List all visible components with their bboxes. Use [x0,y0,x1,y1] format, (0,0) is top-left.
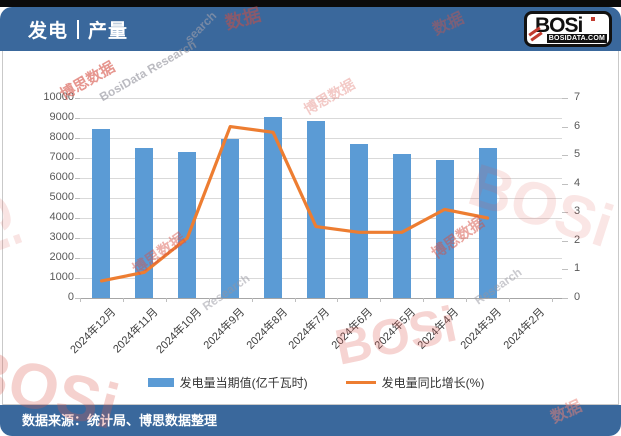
left-axis-label axis-label: 0 [67,291,74,303]
left-axis-tick [75,118,80,119]
left-axis-tick [75,98,80,99]
right-axis-tick [562,240,568,242]
left-axis-label axis-label: 10000 [43,91,74,103]
right-axis-label axis-label: 6 [574,119,581,132]
x-axis-label: 2024年2月 [501,306,548,352]
logo-red-dot-icon [591,17,595,21]
x-axis-tick [122,298,124,302]
grid-line [80,98,562,99]
left-axis-label axis-label: 8000 [49,131,74,143]
bosi-logo: BOSi BOSIDATA.COM [524,11,612,47]
bar [435,159,454,298]
left-axis-label axis-label: 9000 [49,111,74,123]
right-axis-tick [562,269,568,271]
grid-line [80,118,562,119]
x-axis-tick [552,298,553,302]
left-axis-tick [75,238,80,239]
x-axis-label: 2024年3月 [458,306,505,352]
right-axis-label axis-label: 1 [574,262,581,275]
legend-item: 发电量同比增长(%) [345,374,485,391]
title-divider [77,19,80,39]
right-axis-tick [562,298,568,299]
left-axis-label axis-label: 1000 [49,271,74,283]
title-category: 发电 [28,20,69,42]
right-axis-tick [562,183,568,185]
x-axis-label: 2024年6月 [329,306,376,352]
logo-domain-text: BOSIDATA.COM [546,34,607,43]
legend-label: 发电量当期值(亿千瓦时) [179,376,308,390]
left-axis-tick [75,278,80,279]
bar [178,151,197,298]
x-axis-label: 2024年7月 [286,306,333,352]
bar [135,148,154,298]
bar [307,121,325,298]
bar [392,154,411,298]
right-axis-tick [562,212,568,214]
left-axis-label axis-label: 7000 [49,151,74,163]
left-axis-tick [75,298,80,299]
x-axis-tick [165,298,167,302]
x-axis-tick [337,298,339,302]
right-axis-label axis-label: 5 [574,148,581,161]
left-axis-tick [75,138,80,139]
bar [349,144,368,298]
right-axis-label axis-label: 7 [574,91,581,103]
chart-legend: 发电量当期值(亿千瓦时) 发电量同比增长(%) [80,374,552,391]
x-axis-tick [380,298,382,302]
right-axis-label axis-label: 4 [574,176,581,189]
bar [221,138,240,298]
x-axis-label: 2024年12月 [68,306,119,357]
legend-label: 发电量同比增长(%) [381,376,485,390]
data-source: 数据来源：统计局、博思数据整理 [22,413,218,428]
left-axis-tick [75,218,80,219]
title-metric: 产量 [88,20,129,42]
top-strip [0,0,621,7]
footer: 数据来源：统计局、博思数据整理 [0,405,621,436]
x-axis-tick [466,298,468,302]
left-axis-tick [75,258,80,259]
left-axis-label axis-label: 5000 [49,191,74,203]
x-axis-label: 2024年9月 [201,306,247,352]
page-title: 发电 产量 [0,16,128,43]
x-axis-label: 2024年10月 [153,306,204,357]
left-axis-tick [75,158,80,159]
x-axis-tick [294,298,296,302]
header: 发电 产量 BOSi BOSIDATA.COM [0,7,621,51]
right-axis-tick [562,126,568,128]
bar [478,148,497,298]
left-axis-label axis-label: 6000 [49,171,74,183]
x-axis-tick [423,298,425,302]
trend-line [99,125,490,283]
right-axis-tick [562,155,568,157]
left-axis-tick [75,198,80,199]
x-axis-tick [509,298,511,302]
x-axis-tick [80,298,81,302]
right-axis-label axis-label: 2 [574,233,581,246]
x-axis-label: 2024年4月 [415,306,462,352]
right-axis-label axis-label: 0 [574,291,581,303]
legend-item: 发电量当期值(亿千瓦时) [147,374,308,391]
x-axis-label: 2024年11月 [111,306,161,356]
left-axis-tick [75,178,80,179]
left-axis-label axis-label: 3000 [49,231,74,243]
x-axis-tick [208,298,210,302]
legend-swatch-bar [147,378,174,387]
grid-line [80,298,562,299]
bar [264,116,283,298]
left-axis-label axis-label: 2000 [49,251,74,263]
left-axis-label axis-label: 4000 [49,211,74,223]
x-axis-label: 2024年5月 [372,306,419,352]
logo-brand-text: BOSi [535,14,583,37]
bar [92,128,111,298]
x-axis-tick [251,298,253,302]
x-axis-label: 2024年8月 [244,306,290,352]
legend-swatch-line [345,381,376,384]
right-axis-label axis-label: 3 [574,205,581,218]
right-axis-tick [562,98,568,99]
